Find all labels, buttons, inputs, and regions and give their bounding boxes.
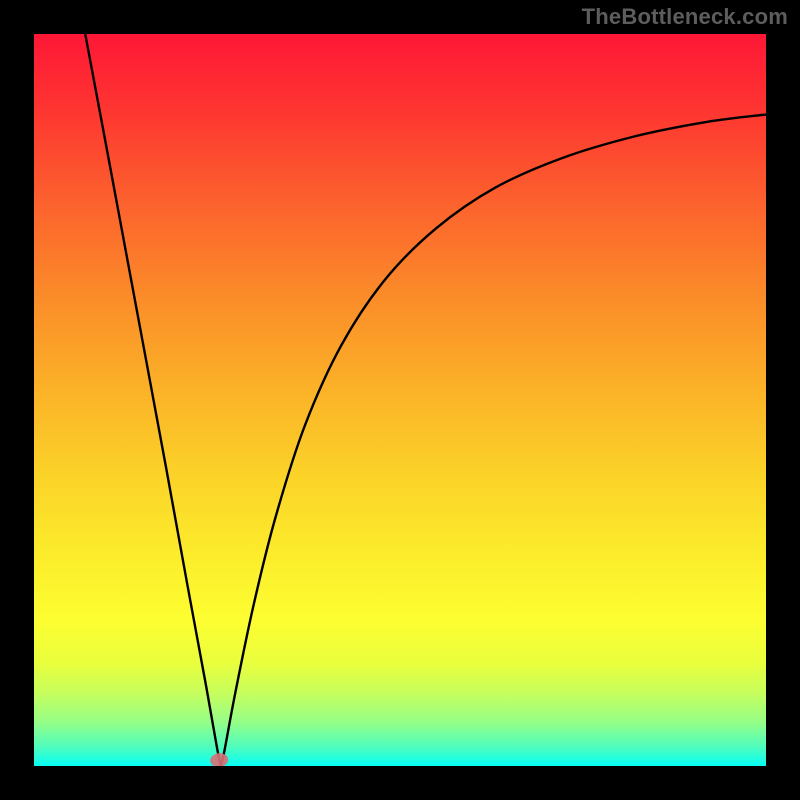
watermark-text: TheBottleneck.com (582, 4, 788, 30)
figure-stage: TheBottleneck.com (0, 0, 800, 800)
gradient-background (34, 34, 766, 766)
gradient-chart (0, 0, 800, 800)
